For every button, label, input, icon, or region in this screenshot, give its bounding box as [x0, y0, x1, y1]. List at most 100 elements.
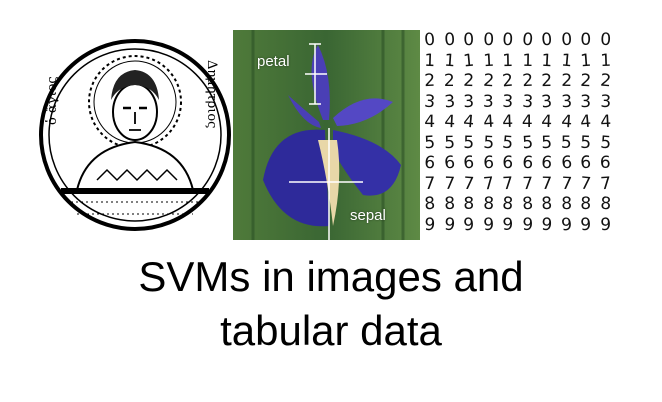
digit-cell: 8 [580, 194, 592, 215]
digit-cell: 7 [560, 173, 573, 195]
digit-cell: 1 [462, 50, 476, 72]
page-title: SVMs in images and tabular data [0, 250, 662, 358]
digit-cell: 1 [423, 50, 436, 71]
digit-cell: 3 [599, 91, 611, 112]
digit-cell: 8 [443, 194, 456, 215]
digit-cell: 9 [482, 214, 495, 235]
digit-cell: 7 [424, 173, 436, 194]
digit-cell: 2 [579, 70, 592, 92]
digit-cell: 1 [502, 50, 514, 71]
digit-cell: 4 [560, 111, 573, 133]
digit-cell: 5 [443, 132, 455, 153]
digit-cell: 7 [462, 173, 475, 195]
digit-cell: 2 [541, 71, 553, 92]
digit-cell: 0 [520, 30, 534, 51]
digit-cell: 3 [423, 91, 437, 113]
title-line-1: SVMs in images and [138, 253, 524, 300]
seal-right-text: Δημήτριος [204, 60, 219, 129]
digit-cell: 8 [482, 194, 495, 215]
digit-cell: 6 [442, 152, 456, 174]
digit-cell: 2 [598, 70, 612, 92]
digit-cell: 9 [423, 214, 436, 236]
digit-cell: 4 [501, 112, 514, 133]
digit-cell: 4 [521, 112, 533, 133]
digit-cell: 5 [579, 132, 592, 153]
digit-cell: 4 [443, 111, 456, 133]
digit-cell: 5 [501, 132, 515, 154]
digit-cell: 3 [521, 91, 534, 113]
digit-cell: 3 [482, 91, 494, 112]
digit-cell: 3 [560, 91, 573, 113]
digit-cell: 5 [599, 132, 612, 154]
digit-cell: 9 [579, 214, 592, 236]
digit-cell: 4 [482, 111, 495, 133]
digit-cell: 4 [540, 112, 553, 133]
digit-cell: 8 [520, 193, 534, 215]
digit-cell: 4 [599, 111, 612, 133]
iris-flower-image: petal sepal [233, 30, 420, 240]
digit-cell: 8 [540, 193, 553, 215]
digit-cell: 1 [521, 50, 533, 71]
digit-cell: 0 [580, 30, 592, 51]
digit-cell: 0 [560, 30, 573, 51]
digit-cell: 4 [579, 111, 593, 133]
digit-cell: 6 [599, 153, 611, 174]
digit-cell: 4 [462, 111, 476, 133]
digit-cell: 8 [501, 193, 514, 215]
digit-cell: 2 [443, 71, 455, 92]
university-seal-image: ὁ ἅγιος Δημήτριος [37, 30, 233, 240]
digit-cell: 7 [541, 173, 553, 194]
seal-left-text: ὁ ἅγιος [45, 76, 60, 125]
digit-cell: 7 [599, 173, 612, 195]
digit-cell: 2 [482, 70, 495, 92]
digit-cell: 5 [482, 132, 495, 154]
digit-cell: 5 [540, 132, 553, 153]
digit-cell: 7 [501, 173, 514, 195]
digit-cell: 8 [463, 194, 475, 215]
title-line-2: tabular data [220, 307, 442, 354]
digit-cell: 6 [521, 152, 534, 174]
digit-cell: 6 [482, 153, 494, 174]
digit-cell: 1 [579, 50, 592, 72]
digit-cell: 8 [599, 193, 612, 215]
digit-cell: 2 [560, 71, 572, 92]
digit-cell: 0 [423, 30, 437, 51]
digit-cell: 1 [482, 50, 495, 72]
digit-cell: 5 [423, 132, 436, 154]
digit-cell: 6 [462, 152, 475, 174]
digit-cell: 0 [482, 30, 494, 51]
digit-cell: 5 [560, 132, 572, 153]
digit-cell: 7 [443, 173, 456, 194]
digit-cell: 6 [502, 153, 514, 174]
digit-cell: 6 [540, 152, 554, 174]
digit-cell: 3 [540, 91, 554, 113]
digit-cell: 0 [599, 30, 612, 51]
digit-cell: 7 [481, 173, 495, 195]
digit-cell: 8 [423, 193, 436, 215]
digit-cell: 2 [521, 70, 534, 92]
digit-cell: 0 [501, 30, 514, 51]
digit-cell: 9 [599, 214, 611, 235]
digit-cell: 8 [560, 194, 572, 215]
petal-label: petal [257, 53, 290, 70]
digit-cell: 1 [559, 50, 573, 72]
digit-cell: 3 [443, 91, 456, 113]
digit-cell: 1 [443, 50, 456, 72]
digit-cell: 7 [579, 173, 593, 195]
digit-cell: 2 [423, 71, 436, 92]
digit-cell: 9 [502, 214, 514, 235]
digit-cell: 2 [462, 71, 475, 92]
digit-cell: 6 [423, 152, 436, 174]
digit-cell: 9 [442, 214, 456, 236]
digit-cell: 0 [463, 30, 475, 51]
